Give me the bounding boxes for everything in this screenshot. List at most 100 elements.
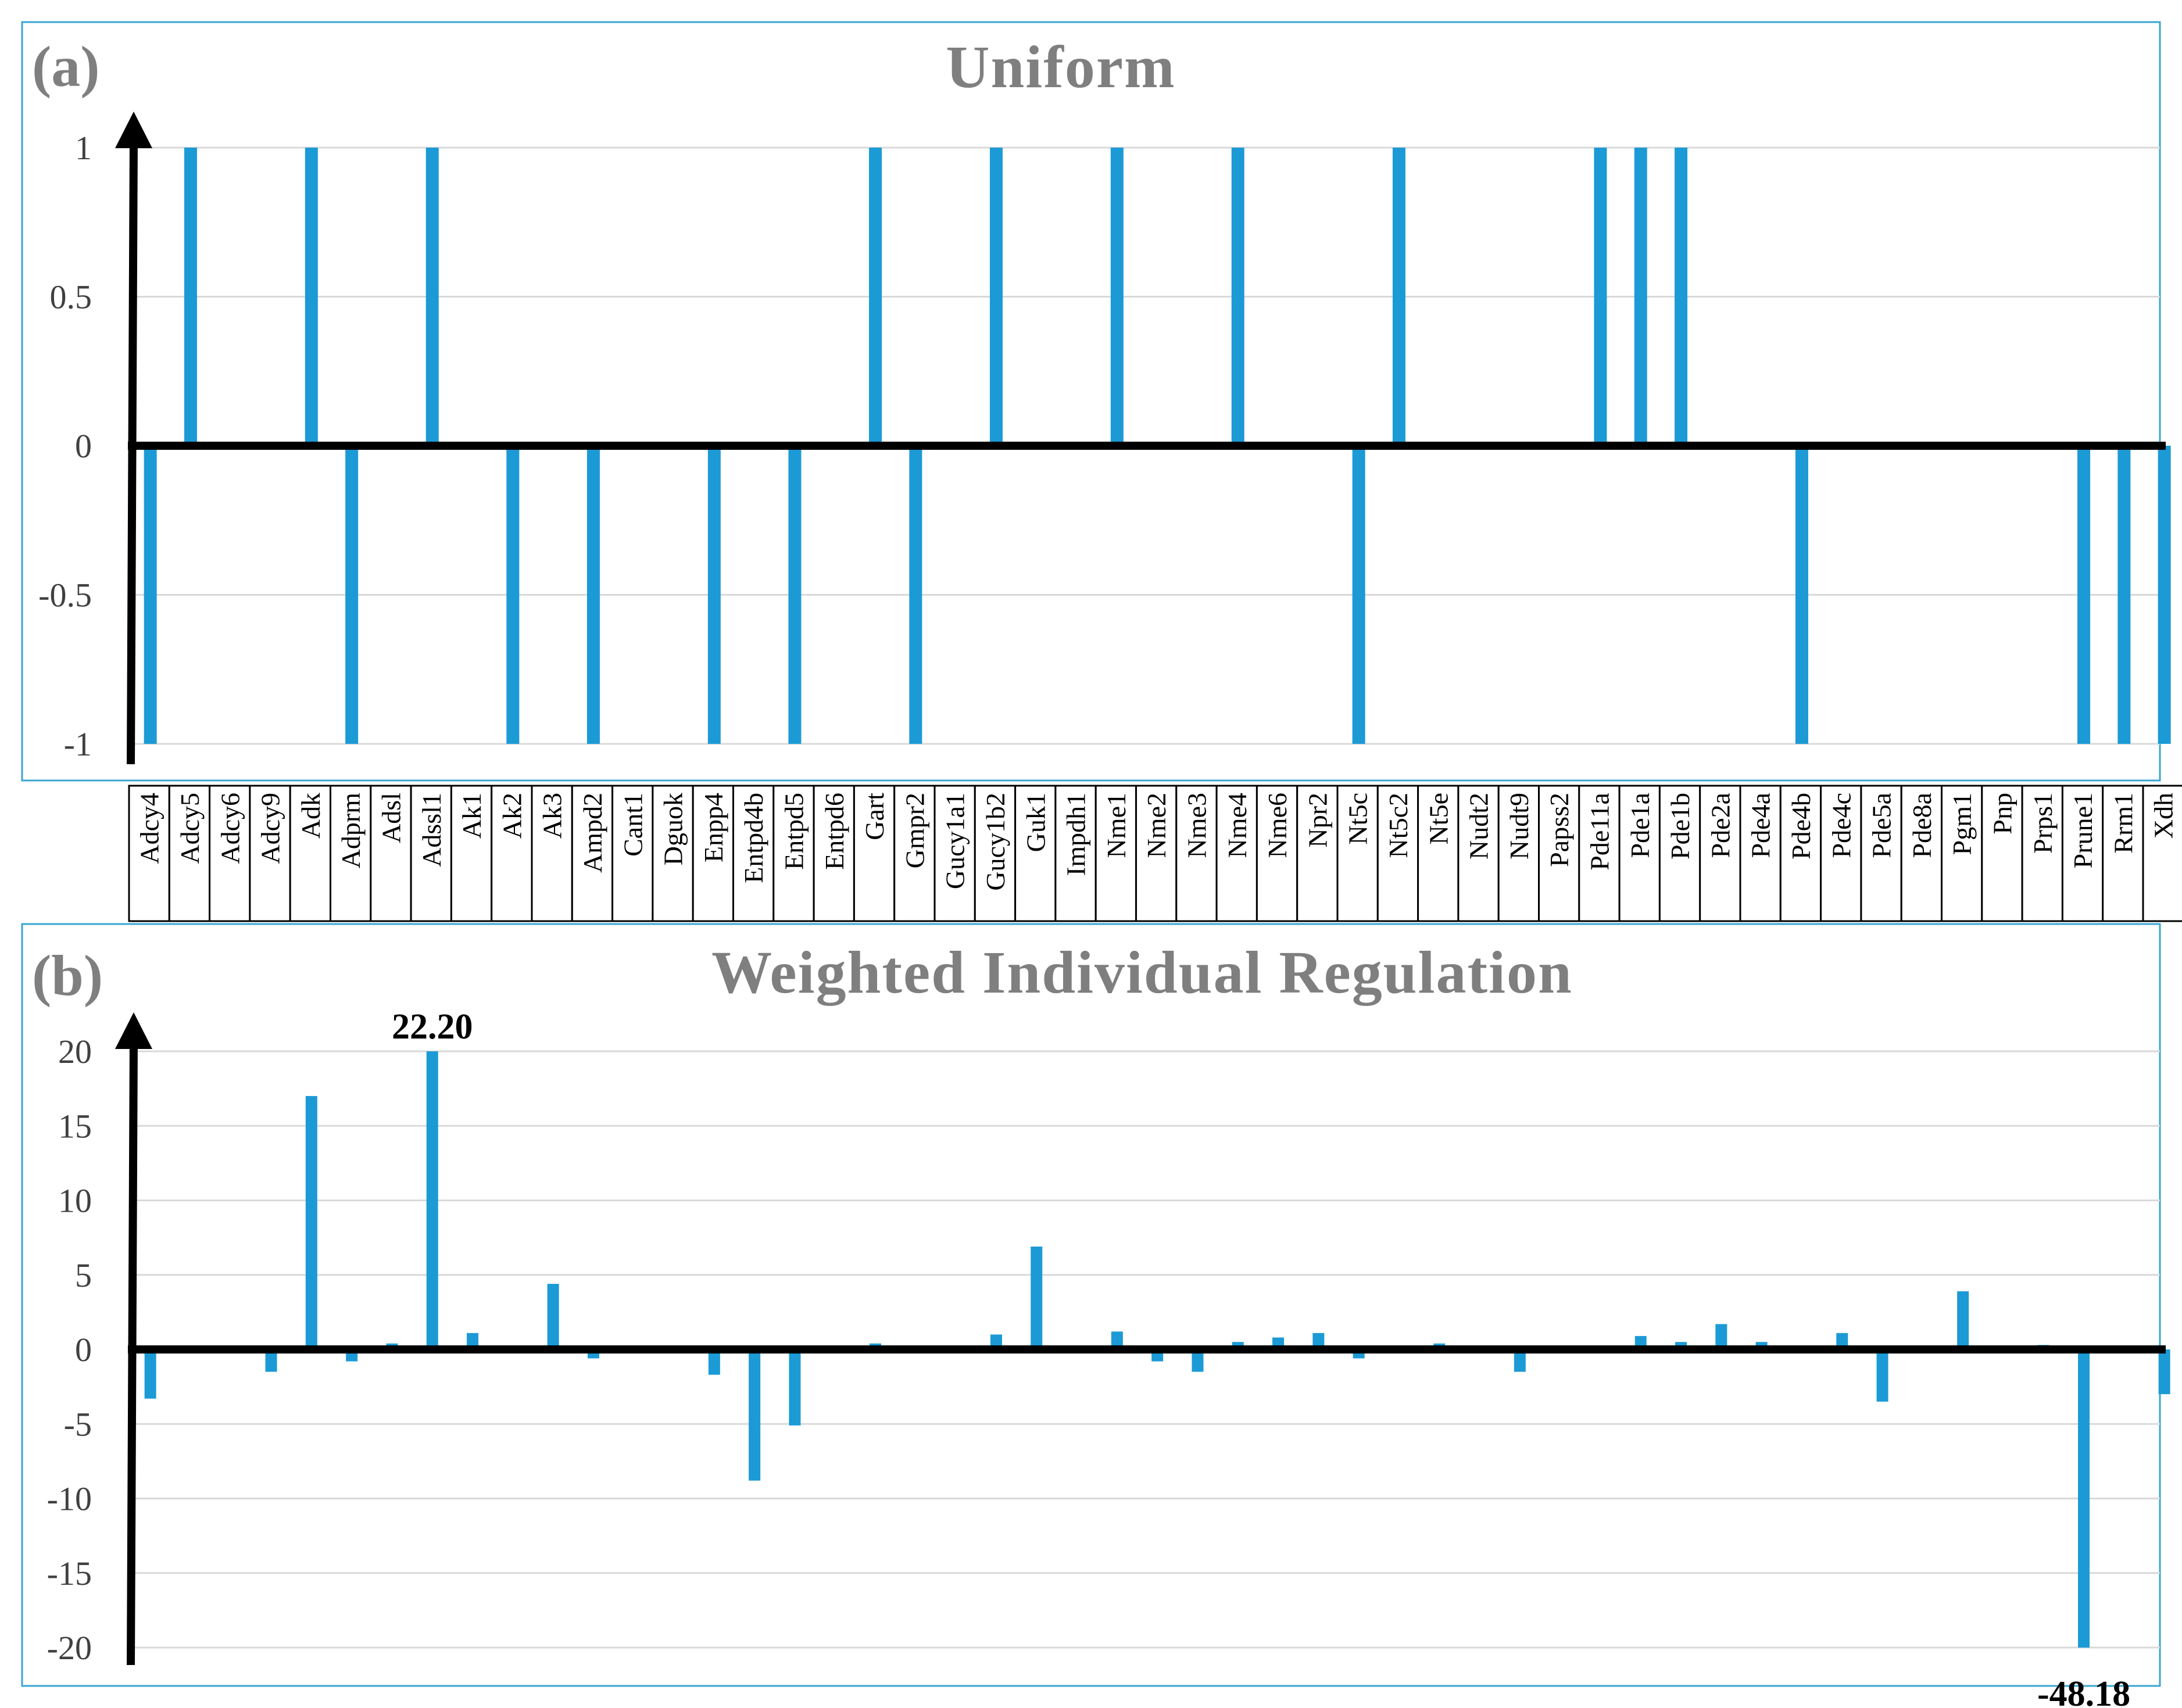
bar-pde1b <box>1675 148 1688 446</box>
y-tick-label: -5 <box>64 1405 92 1443</box>
category-label-gucy1b2: Gucy1b2 <box>981 793 1010 891</box>
chart-b-y-axis-arrowhead <box>115 1012 152 1049</box>
category-cell <box>1336 785 1379 922</box>
category-label-prune1: Prune1 <box>2068 793 2098 868</box>
category-label-entpd6: Entpd6 <box>820 793 849 870</box>
category-cell <box>1981 785 2023 922</box>
bar-adcy4 <box>144 446 157 744</box>
y-tick-label: 20 <box>58 1033 92 1070</box>
bar-gucy1b2 <box>989 148 1003 446</box>
bar-pde2a <box>1715 1324 1727 1349</box>
category-label-pde11a: Pde11a <box>1584 793 1614 871</box>
category-label-entpd4b: Entpd4b <box>739 793 768 883</box>
bar-entpd4b <box>749 1349 761 1481</box>
bar-prune1 <box>2078 1349 2090 1648</box>
chart-a-y-axis-arrowhead <box>115 112 152 148</box>
chart-b-gridlines <box>129 1050 2160 1649</box>
category-label-gucy1a1: Gucy1a1 <box>940 793 970 889</box>
bar-pde1a <box>1634 148 1647 446</box>
category-label-adcy5: Adcy5 <box>175 793 205 864</box>
category-cell <box>1094 785 1137 922</box>
chart-b-y-axis <box>127 1040 138 1666</box>
category-cell <box>2142 785 2182 922</box>
bar-adssl1 <box>426 1051 438 1349</box>
category-label-nme4: Nme4 <box>1222 793 1252 858</box>
bar-nudt9 <box>1514 1349 1526 1372</box>
category-label-dguok: Dguok <box>659 793 688 865</box>
category-cell <box>893 785 936 922</box>
category-label-adprm: Adprm <box>336 793 366 869</box>
category-label-papss2: Papss2 <box>1544 793 1574 867</box>
y-tick-label: -1 <box>64 725 92 763</box>
bar-adcy5 <box>184 148 197 446</box>
category-label-adssl1: Adssl1 <box>417 793 446 867</box>
category-label-nt5c: Nt5c <box>1343 793 1373 844</box>
category-label-adsl: Adsl <box>376 793 406 843</box>
category-label-pde8a: Pde8a <box>1907 793 1937 858</box>
y-tick-label: -0.5 <box>38 577 92 614</box>
category-cell <box>410 785 452 922</box>
category-cell <box>128 785 170 922</box>
category-label-nudt2: Nudt2 <box>1464 793 1494 860</box>
category-label-ak1: Ak1 <box>457 793 487 839</box>
chart-a-bars <box>144 148 2171 744</box>
category-label-gart: Gart <box>860 793 889 840</box>
category-label-prps1: Prps1 <box>2028 793 2058 854</box>
category-label-pde5a: Pde5a <box>1867 793 1897 858</box>
category-cell <box>1054 785 1097 922</box>
category-label-entpd5: Entpd5 <box>779 793 809 870</box>
category-cell <box>1497 785 1540 922</box>
y-tick-label: -15 <box>47 1555 92 1592</box>
category-label-cant1: Cant1 <box>618 793 648 857</box>
category-cell <box>531 785 573 922</box>
bar-xdh <box>2158 1349 2170 1394</box>
y-tick-label: 15 <box>58 1107 92 1145</box>
category-cell <box>2061 785 2104 922</box>
bar-nme4 <box>1231 148 1244 446</box>
bar-ak2 <box>506 446 520 744</box>
category-label-pde1a: Pde1a <box>1625 793 1655 858</box>
chart-a-y-axis-ticks: 1 0.5 0 -0.5 -1 <box>38 129 92 763</box>
category-cell <box>1215 785 1258 922</box>
category-label-pde1b: Pde1b <box>1665 793 1695 860</box>
panel-a-label: (a) <box>32 34 100 99</box>
category-cell <box>168 785 211 922</box>
y-tick-label: 0 <box>75 1331 92 1369</box>
category-label-pnp: Pnp <box>1987 793 2017 835</box>
category-cell <box>289 785 332 922</box>
category-label-pde2a: Pde2a <box>1705 793 1735 858</box>
category-cell <box>1296 785 1339 922</box>
bar-ak1 <box>467 1333 479 1349</box>
category-label-pde4b: Pde4b <box>1786 793 1816 860</box>
category-cell <box>974 785 1017 922</box>
category-cell <box>732 785 775 922</box>
category-label-nt5c2: Nt5c2 <box>1383 793 1413 858</box>
bar-pde4b <box>1795 446 1808 744</box>
bar-adssl1 <box>425 148 439 446</box>
category-cell <box>1941 785 1983 922</box>
category-cell <box>491 785 533 922</box>
category-cell <box>1376 785 1419 922</box>
bar-nt5c <box>1352 446 1365 744</box>
category-cell <box>1618 785 1661 922</box>
category-cell <box>249 785 291 922</box>
category-label-table: Adcy4 Adcy5 Adcy6 Adcy9 Adk Adprm Adsl Adssl1 Ak… <box>128 785 2182 922</box>
y-tick-label: 5 <box>75 1256 92 1294</box>
bar-npr2 <box>1312 1333 1325 1349</box>
bar-pde11a <box>1594 148 1607 446</box>
bar-enpp4 <box>707 446 721 744</box>
category-label-pde4c: Pde4c <box>1826 793 1856 858</box>
category-cell <box>209 785 251 922</box>
panel-b-label: (b) <box>32 943 103 1008</box>
bar-nt5c2 <box>1392 148 1405 446</box>
bar-ampd2 <box>586 446 600 744</box>
category-cell <box>1578 785 1621 922</box>
bar-prune1 <box>2077 446 2091 744</box>
category-cell <box>1538 785 1580 922</box>
bar-ak3 <box>547 1284 559 1349</box>
bar-adcy4 <box>144 1349 156 1399</box>
category-cell <box>1900 785 1943 922</box>
bar-entpd5 <box>789 1349 801 1426</box>
category-label-nme6: Nme6 <box>1262 793 1292 858</box>
